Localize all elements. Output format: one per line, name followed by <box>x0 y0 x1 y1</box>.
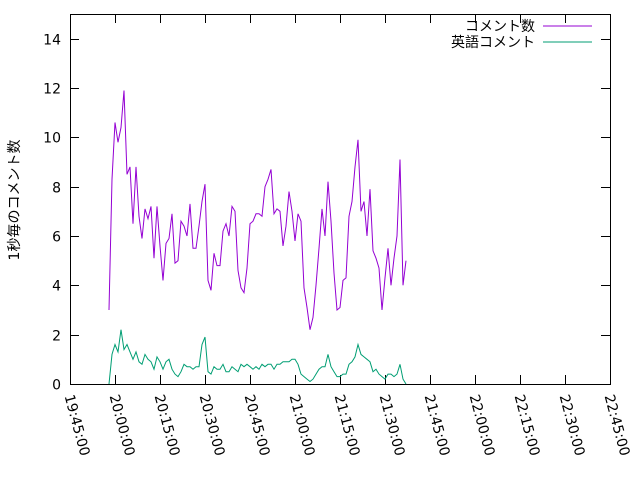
x-tick-label: 22:00:00 <box>466 393 498 458</box>
x-tick-label: 21:15:00 <box>331 393 363 458</box>
legend-label-comments: コメント数 <box>465 19 535 35</box>
legend: コメント数 英語コメント <box>451 19 592 51</box>
y-tick-label: 4 <box>52 279 61 295</box>
x-tick-label: 21:30:00 <box>376 393 408 458</box>
x-tick-label: 20:45:00 <box>241 393 273 458</box>
series-line-comments <box>108 90 407 330</box>
x-tick-label: 21:00:00 <box>286 393 318 458</box>
x-tick-label: 19:45:00 <box>61 393 93 458</box>
x-tick-label: 20:00:00 <box>106 393 138 458</box>
x-tick-label: 20:15:00 <box>151 393 183 458</box>
x-axis: 19:45:00 20:00:00 20:15:00 20:30:00 20:45:00… <box>61 14 633 458</box>
y-tick-label: 0 <box>52 378 61 394</box>
y-tick-label: 12 <box>43 82 61 98</box>
y-axis-label: 1秒毎のコメント数 <box>7 140 23 261</box>
x-tick-label: 22:30:00 <box>556 393 588 458</box>
x-tick-label: 22:15:00 <box>511 393 543 458</box>
y-tick-label: 8 <box>52 181 61 197</box>
legend-label-english-comments: 英語コメント <box>451 34 535 51</box>
y-tick-label: 6 <box>52 230 61 246</box>
plot-frame <box>70 14 611 385</box>
series-layer <box>108 90 407 385</box>
series-line-english-comments <box>108 329 407 385</box>
x-tick-label: 22:45:00 <box>601 393 633 458</box>
y-tick-label: 2 <box>52 329 61 345</box>
y-axis: 0 2 4 6 8 10 12 14 <box>43 33 610 394</box>
x-tick-label: 21:45:00 <box>421 393 453 458</box>
y-tick-label: 10 <box>43 131 61 147</box>
y-tick-label: 14 <box>43 33 61 49</box>
x-tick-label: 20:30:00 <box>196 393 228 458</box>
